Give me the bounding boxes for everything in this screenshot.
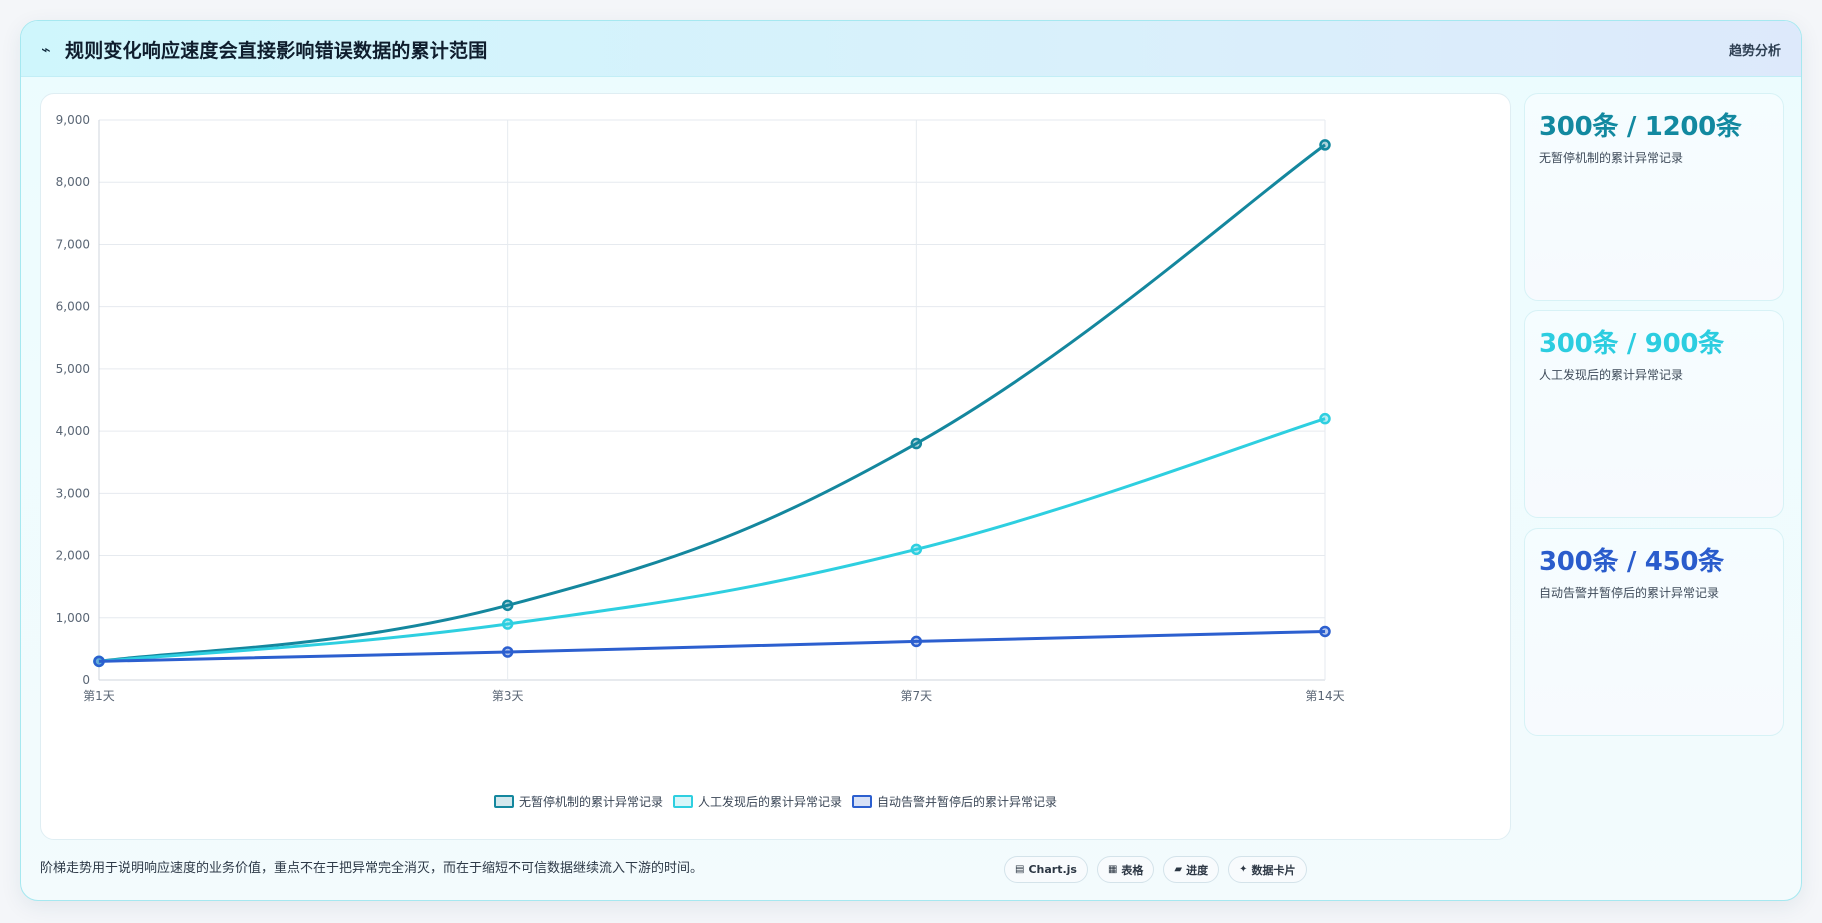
data-point xyxy=(93,655,105,668)
chart-icon: ▤ xyxy=(1015,864,1025,875)
stat-value: 300条 / 450条 xyxy=(1539,547,1724,577)
y-tick-label: 4,000 xyxy=(56,424,90,438)
legend-item[interactable]: 无暂停机制的累计异常记录 xyxy=(493,793,663,810)
x-tick-label: 第14天 xyxy=(1305,689,1344,703)
legend-item[interactable]: 自动告警并暂停后的累计异常记录 xyxy=(852,793,1057,810)
y-tick-label: 8,000 xyxy=(56,175,90,189)
y-tick-label: 7,000 xyxy=(56,237,90,251)
card-icon: ✦ xyxy=(1239,864,1248,875)
y-tick-label: 2,000 xyxy=(56,549,90,563)
legend-swatch xyxy=(672,794,693,808)
data-point xyxy=(910,543,923,556)
progress-icon: ▰ xyxy=(1174,864,1183,875)
chip-data-card[interactable]: ✦ 数据卡片 xyxy=(1228,856,1307,883)
data-point xyxy=(1319,625,1331,638)
y-tick-label: 5,000 xyxy=(56,362,90,376)
chip-label: 数据卡片 xyxy=(1251,863,1296,877)
page-title: 规则变化响应速度会直接影响错误数据的累计范围 xyxy=(65,39,488,62)
chart-legend: 无暂停机制的累计异常记录 人工发现后的累计异常记录 自动告警并暂停后的累计异常记录 xyxy=(41,791,1510,811)
legend-item[interactable]: 人工发现后的累计异常记录 xyxy=(672,793,842,810)
y-tick-label: 0 xyxy=(82,673,90,687)
stat-value: 300条 / 1200条 xyxy=(1539,112,1742,142)
legend-label: 自动告警并暂停后的累计异常记录 xyxy=(877,794,1058,809)
x-tick-label: 第7天 xyxy=(901,689,933,703)
data-point xyxy=(501,646,514,658)
y-tick-label: 3,000 xyxy=(56,486,90,500)
x-tick-label: 第3天 xyxy=(492,689,524,703)
data-point xyxy=(910,437,923,450)
series-line-1 xyxy=(98,417,1326,663)
x-tick-label: 第1天 xyxy=(83,689,115,703)
card-header: ⌁ 规则变化响应速度会直接影响错误数据的累计范围 趋势分析 xyxy=(21,21,1801,77)
chip-label: 表格 xyxy=(1121,863,1144,877)
legend-swatch xyxy=(493,794,514,808)
chip-label: 进度 xyxy=(1186,863,1209,877)
data-point xyxy=(501,599,514,612)
legend-swatch xyxy=(852,794,872,808)
footer-note: 阶梯走势用于说明响应速度的业务价值，重点不在于把异常完全消灭，而在于缩短不可信数… xyxy=(40,861,704,876)
data-point xyxy=(1319,412,1331,425)
data-point xyxy=(910,635,923,648)
legend-label: 无暂停机制的累计异常记录 xyxy=(518,794,663,809)
tech-chips: ▤ Chart.js ▦ 表格 ▰ 进度 ✦ 数据卡片 xyxy=(1004,856,1307,883)
section-tag: 趋势分析 xyxy=(1728,43,1781,59)
stat-card-manual: 300条 / 900条 人工发现后的累计异常记录 xyxy=(1524,310,1784,518)
trend-card: ⌁ 规则变化响应速度会直接影响错误数据的累计范围 趋势分析 0 1,000 2,00… xyxy=(20,20,1802,901)
chart-panel: 0 1,000 2,000 3,000 4,000 5,000 6,000 7,000 8,00… xyxy=(40,93,1511,840)
series-line-0 xyxy=(98,143,1326,663)
stat-label: 自动告警并暂停后的累计异常记录 xyxy=(1539,586,1720,600)
stat-card-no-pause: 300条 / 1200条 无暂停机制的累计异常记录 xyxy=(1524,93,1784,301)
stat-label: 无暂停机制的累计异常记录 xyxy=(1539,151,1684,165)
trend-line-icon: ⌁ xyxy=(41,39,51,59)
data-point xyxy=(501,618,514,630)
stat-card-auto-pause: 300条 / 450条 自动告警并暂停后的累计异常记录 xyxy=(1524,528,1784,736)
stat-value: 300条 / 900条 xyxy=(1539,329,1724,359)
chip-progress[interactable]: ▰ 进度 xyxy=(1163,856,1220,883)
legend-label: 人工发现后的累计异常记录 xyxy=(697,794,842,809)
table-icon: ▦ xyxy=(1107,864,1118,875)
y-tick-label: 1,000 xyxy=(56,611,90,625)
data-point xyxy=(1319,139,1331,151)
y-tick-label: 6,000 xyxy=(56,300,90,314)
line-chart: 0 1,000 2,000 3,000 4,000 5,000 6,000 7,000 8,00… xyxy=(56,113,1345,703)
chip-label: Chart.js xyxy=(1028,863,1077,876)
y-tick-label: 9,000 xyxy=(56,113,90,127)
chip-chartjs[interactable]: ▤ Chart.js xyxy=(1004,856,1088,883)
stat-label: 人工发现后的累计异常记录 xyxy=(1539,368,1684,382)
chip-table[interactable]: ▦ 表格 xyxy=(1096,856,1155,883)
series-line-2 xyxy=(98,629,1326,663)
